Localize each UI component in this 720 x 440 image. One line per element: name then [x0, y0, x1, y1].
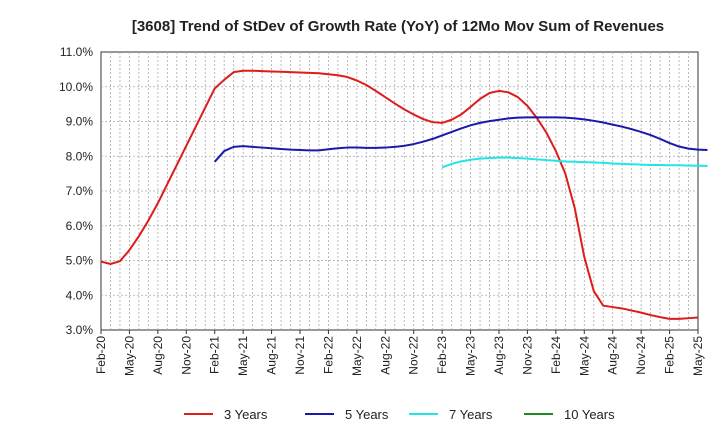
x-tick-label: May-20 [122, 336, 136, 376]
x-tick-label: May-25 [691, 336, 705, 376]
x-tick-label: Nov-21 [293, 336, 307, 375]
legend-label: 3 Years [224, 407, 268, 422]
y-axis: 3.0% 4.0% 5.0% 6.0% 7.0% 8.0% 9.0% 10.0% 11.0% [59, 45, 93, 337]
x-tick-label: May-24 [577, 336, 591, 376]
series-line-7-years [441, 156, 708, 169]
x-tick-label: Nov-22 [407, 336, 421, 375]
x-axis: Feb-20 May-20 Aug-20 Nov-20 Feb-21 May-21 Aug-… [94, 330, 705, 376]
y-tick-label: 5.0% [66, 254, 94, 268]
x-tick-label: May-22 [350, 336, 364, 376]
x-tick-label: Feb-20 [94, 336, 108, 374]
series-lines [100, 69, 708, 320]
x-tick-label: Nov-20 [179, 336, 193, 375]
x-tick-label: Nov-23 [520, 336, 534, 375]
y-tick-label: 7.0% [66, 184, 94, 198]
legend-label: 10 Years [564, 407, 615, 422]
chart-title: [3608] Trend of StDev of Growth Rate (Yo… [132, 18, 664, 35]
legend-label: 7 Years [449, 407, 493, 422]
x-tick-label: Nov-24 [634, 336, 648, 375]
x-tick-label: Aug-23 [492, 336, 506, 375]
y-tick-label: 8.0% [66, 149, 94, 163]
x-tick-label: Aug-21 [265, 336, 279, 375]
y-tick-label: 11.0% [60, 45, 93, 59]
series-line-3-years [100, 69, 699, 320]
x-tick-label: Feb-25 [663, 336, 677, 374]
x-tick-label: Feb-21 [208, 336, 222, 374]
x-tick-label: Aug-22 [378, 336, 392, 375]
series-line-5-years [213, 116, 708, 163]
x-tick-label: Feb-24 [549, 336, 563, 374]
y-tick-label: 6.0% [66, 219, 94, 233]
y-tick-label: 4.0% [66, 288, 94, 302]
y-tick-label: 10.0% [59, 80, 93, 94]
y-tick-label: 3.0% [66, 323, 94, 337]
x-tick-label: May-23 [464, 336, 478, 376]
x-tick-label: Feb-23 [435, 336, 449, 374]
x-tick-label: Aug-24 [606, 336, 620, 375]
x-tick-label: Aug-20 [151, 336, 165, 375]
legend: 3 Years 5 Years 7 Years 10 Years [184, 407, 615, 422]
x-tick-label: May-21 [236, 336, 250, 376]
legend-label: 5 Years [345, 407, 389, 422]
x-tick-label: Feb-22 [321, 336, 335, 374]
y-tick-label: 9.0% [66, 115, 94, 129]
